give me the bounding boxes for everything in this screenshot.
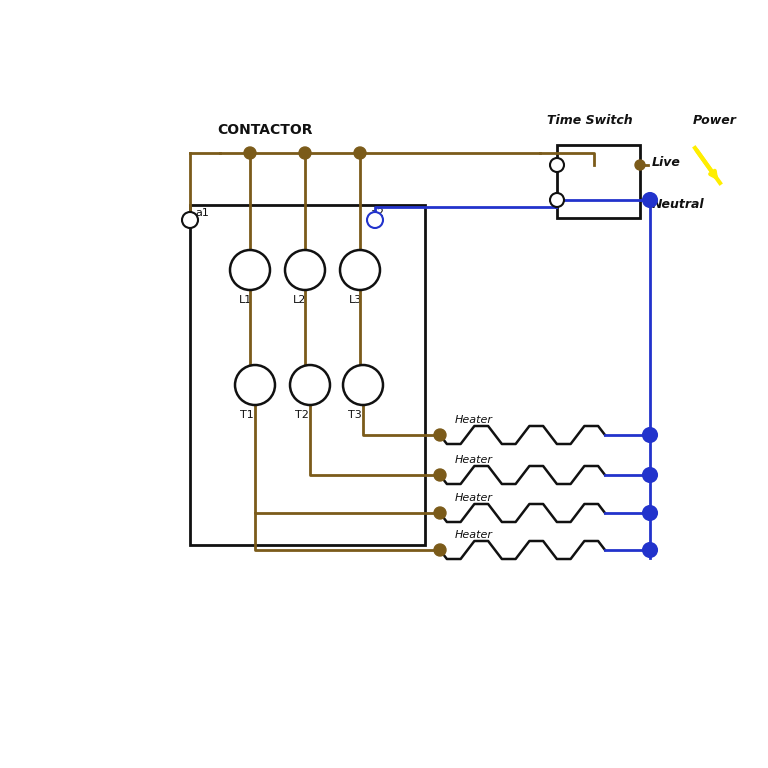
- Circle shape: [230, 250, 270, 290]
- Circle shape: [643, 428, 657, 442]
- Text: Neutral: Neutral: [652, 198, 704, 211]
- Text: a2: a2: [370, 208, 384, 218]
- Text: a1: a1: [195, 208, 209, 218]
- Circle shape: [643, 506, 657, 520]
- Circle shape: [244, 147, 256, 159]
- Text: Heater: Heater: [455, 530, 493, 540]
- Text: T2: T2: [295, 410, 309, 420]
- Text: Power: Power: [693, 114, 737, 127]
- Text: Heater: Heater: [455, 415, 493, 425]
- Circle shape: [367, 212, 383, 228]
- Circle shape: [182, 212, 198, 228]
- Circle shape: [635, 160, 645, 170]
- Circle shape: [340, 250, 380, 290]
- Text: L1: L1: [238, 295, 252, 305]
- Circle shape: [299, 147, 311, 159]
- Text: L2: L2: [293, 295, 306, 305]
- Text: Time Switch: Time Switch: [547, 114, 633, 127]
- Text: T3: T3: [348, 410, 362, 420]
- Text: L3: L3: [349, 295, 362, 305]
- Bar: [557, 145, 640, 218]
- Text: CONTACTOR: CONTACTOR: [217, 123, 313, 137]
- Circle shape: [434, 544, 446, 556]
- Text: Live: Live: [652, 155, 681, 168]
- Circle shape: [235, 365, 275, 405]
- Circle shape: [290, 365, 330, 405]
- Circle shape: [285, 250, 325, 290]
- Circle shape: [643, 468, 657, 482]
- Bar: [190, 205, 425, 545]
- Circle shape: [550, 193, 564, 207]
- Circle shape: [434, 507, 446, 519]
- Circle shape: [354, 147, 366, 159]
- Circle shape: [550, 158, 564, 172]
- Circle shape: [643, 543, 657, 557]
- Text: Heater: Heater: [455, 493, 493, 503]
- Circle shape: [434, 429, 446, 441]
- Text: T1: T1: [240, 410, 254, 420]
- Circle shape: [434, 469, 446, 481]
- Text: Heater: Heater: [455, 455, 493, 465]
- Circle shape: [343, 365, 383, 405]
- Circle shape: [643, 193, 657, 207]
